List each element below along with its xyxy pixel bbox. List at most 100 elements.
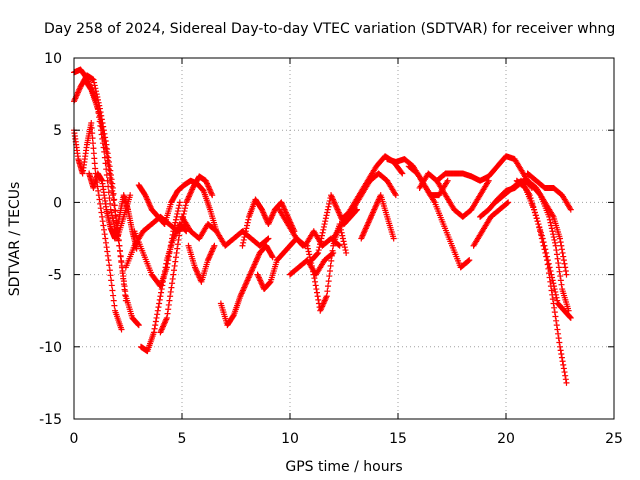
data-point xyxy=(91,155,98,162)
data-point xyxy=(104,177,111,184)
data-point xyxy=(550,234,557,241)
series-track-31 xyxy=(524,170,574,213)
data-point xyxy=(304,245,311,252)
data-point xyxy=(103,244,110,251)
data-point xyxy=(549,274,556,281)
data-point xyxy=(551,304,558,311)
data-point xyxy=(111,207,118,214)
data-point xyxy=(322,215,329,222)
data-point xyxy=(152,318,159,325)
data-point xyxy=(465,257,472,264)
data-point xyxy=(104,252,111,259)
data-point xyxy=(264,236,271,243)
data-point xyxy=(398,169,405,176)
data-point xyxy=(390,235,397,242)
data-point xyxy=(558,354,565,361)
data-point xyxy=(532,212,539,219)
data-point xyxy=(103,166,110,173)
data-point xyxy=(339,235,346,242)
data-point xyxy=(240,236,247,243)
data-point xyxy=(554,297,561,304)
data-point xyxy=(173,213,180,220)
data-point xyxy=(326,273,333,280)
data-point xyxy=(533,215,540,222)
data-point xyxy=(153,314,160,321)
data-point xyxy=(555,264,562,271)
data-point xyxy=(312,278,319,285)
x-tick-label: 20 xyxy=(497,431,515,447)
data-point xyxy=(531,206,538,213)
data-point xyxy=(557,277,564,284)
data-point xyxy=(552,239,559,246)
data-point xyxy=(108,282,115,289)
data-point xyxy=(172,219,179,226)
data-point xyxy=(329,247,336,254)
data-point xyxy=(548,287,555,294)
data-point xyxy=(558,281,565,288)
data-point xyxy=(96,118,103,125)
data-point xyxy=(103,171,110,178)
data-point xyxy=(101,231,108,238)
data-point xyxy=(326,200,333,207)
data-point xyxy=(306,251,313,258)
data-point xyxy=(166,297,173,304)
data-point xyxy=(328,252,335,259)
data-point xyxy=(549,296,556,303)
data-point xyxy=(553,294,560,301)
data-point xyxy=(315,249,322,256)
data-point xyxy=(318,235,325,242)
data-point xyxy=(309,265,316,272)
data-point xyxy=(560,361,567,368)
data-point xyxy=(559,358,566,365)
x-tick-label: 0 xyxy=(70,431,79,447)
data-point xyxy=(242,228,249,235)
data-point xyxy=(325,283,332,290)
data-point xyxy=(175,205,182,212)
y-tick-label: 5 xyxy=(53,123,62,139)
x-tick-label: 25 xyxy=(605,431,623,447)
data-point xyxy=(320,223,327,230)
series-track-5 xyxy=(86,170,140,252)
series-track-26 xyxy=(433,153,535,191)
data-point xyxy=(320,226,327,233)
data-point xyxy=(111,196,118,203)
data-point xyxy=(167,288,174,295)
data-point xyxy=(315,247,322,254)
data-point xyxy=(531,209,538,216)
data-point xyxy=(88,119,95,126)
data-point xyxy=(549,277,556,284)
data-point xyxy=(211,242,218,249)
data-point xyxy=(181,208,188,215)
data-point xyxy=(557,347,564,354)
data-point xyxy=(158,289,165,296)
data-point xyxy=(544,257,551,264)
data-point xyxy=(97,200,104,207)
data-point xyxy=(555,260,562,267)
data-point xyxy=(135,321,142,328)
data-point xyxy=(118,262,125,269)
data-point xyxy=(117,252,124,259)
data-point xyxy=(392,192,399,199)
data-point xyxy=(343,249,350,256)
data-point xyxy=(174,245,181,252)
data-point xyxy=(317,241,324,248)
data-point xyxy=(504,200,511,207)
data-point xyxy=(95,192,102,199)
y-tick-label: 0 xyxy=(53,195,62,211)
data-point xyxy=(328,257,335,264)
data-point xyxy=(89,130,96,137)
data-point xyxy=(158,286,165,293)
data-point xyxy=(104,150,111,157)
data-point xyxy=(90,150,97,157)
data-point xyxy=(550,231,557,238)
data-point xyxy=(97,122,104,129)
data-point xyxy=(551,286,558,293)
data-point xyxy=(109,184,116,191)
data-point xyxy=(97,205,104,212)
data-point xyxy=(108,176,115,183)
data-point xyxy=(266,279,273,286)
data-point xyxy=(150,329,157,336)
data-point xyxy=(182,227,189,234)
data-point xyxy=(109,187,116,194)
data-point xyxy=(317,238,324,245)
